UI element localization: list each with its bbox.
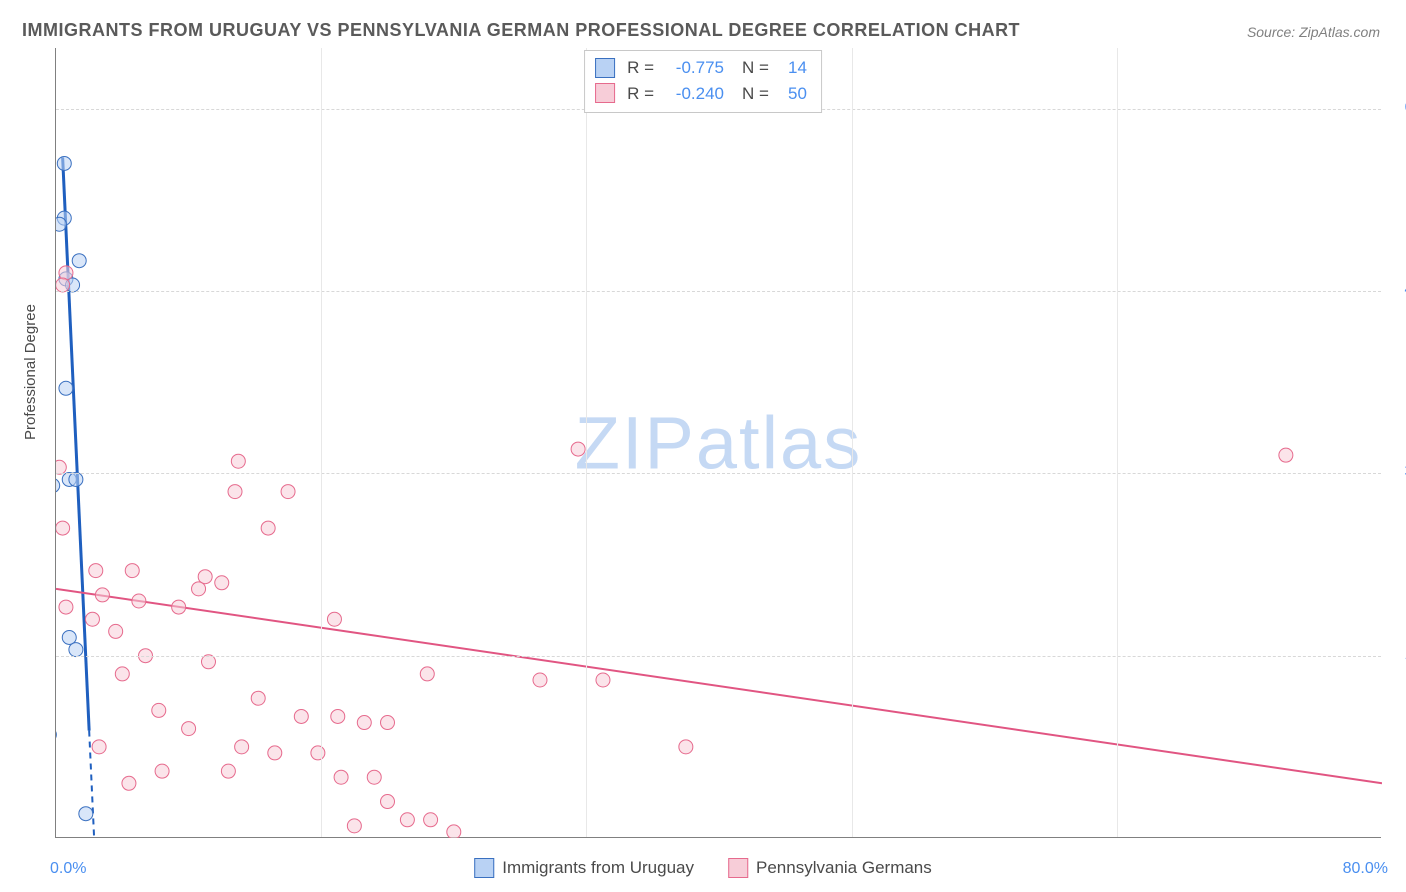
- gridline-vertical: [852, 48, 853, 837]
- legend-swatch: [474, 858, 494, 878]
- legend-swatch: [595, 83, 615, 103]
- scatter-svg: [56, 48, 1382, 838]
- plot-area: ZIPatlas 1.5%3.0%4.5%6.0%: [55, 48, 1381, 838]
- y-tick-label: 6.0%: [1385, 99, 1406, 117]
- y-tick-label: 4.5%: [1385, 281, 1406, 299]
- y-axis-label: Professional Degree: [22, 304, 39, 440]
- stats-row: R =-0.240N =50: [595, 81, 807, 107]
- legend-swatch: [595, 58, 615, 78]
- stats-row: R =-0.775N =14: [595, 55, 807, 81]
- y-tick-label: 1.5%: [1385, 646, 1406, 664]
- gridline-horizontal: [56, 656, 1381, 657]
- gridline-horizontal: [56, 473, 1381, 474]
- legend: Immigrants from Uruguay Pennsylvania Germ…: [474, 858, 932, 878]
- gridline-vertical: [321, 48, 322, 837]
- legend-label: Immigrants from Uruguay: [502, 858, 694, 878]
- legend-item: Pennsylvania Germans: [728, 858, 932, 878]
- source-attribution: Source: ZipAtlas.com: [1247, 24, 1380, 40]
- correlation-stats-box: R =-0.775N =14R =-0.240N =50: [584, 50, 822, 113]
- legend-label: Pennsylvania Germans: [756, 858, 932, 878]
- legend-item: Immigrants from Uruguay: [474, 858, 694, 878]
- gridline-vertical: [586, 48, 587, 837]
- y-tick-label: 3.0%: [1385, 463, 1406, 481]
- legend-swatch: [728, 858, 748, 878]
- chart-title: IMMIGRANTS FROM URUGUAY VS PENNSYLVANIA …: [22, 20, 1020, 41]
- x-tick-max: 80.0%: [1343, 860, 1388, 878]
- gridline-horizontal: [56, 291, 1381, 292]
- x-tick-min: 0.0%: [50, 860, 86, 878]
- gridline-vertical: [1117, 48, 1118, 837]
